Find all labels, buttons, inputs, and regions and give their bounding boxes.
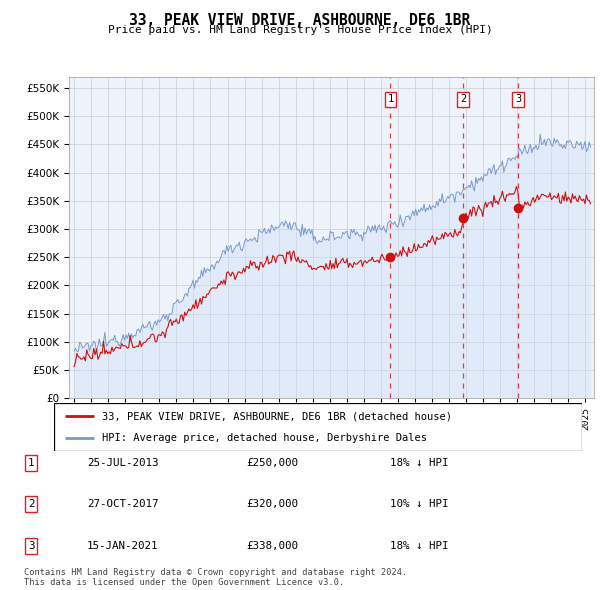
FancyBboxPatch shape	[54, 403, 582, 451]
Text: 3: 3	[515, 94, 521, 104]
Text: 10% ↓ HPI: 10% ↓ HPI	[390, 500, 449, 509]
Text: 3: 3	[28, 541, 34, 550]
Text: Contains HM Land Registry data © Crown copyright and database right 2024.
This d: Contains HM Land Registry data © Crown c…	[24, 568, 407, 587]
Text: 33, PEAK VIEW DRIVE, ASHBOURNE, DE6 1BR (detached house): 33, PEAK VIEW DRIVE, ASHBOURNE, DE6 1BR …	[101, 411, 452, 421]
Text: 33, PEAK VIEW DRIVE, ASHBOURNE, DE6 1BR: 33, PEAK VIEW DRIVE, ASHBOURNE, DE6 1BR	[130, 13, 470, 28]
Text: £250,000: £250,000	[246, 458, 298, 468]
Text: Price paid vs. HM Land Registry's House Price Index (HPI): Price paid vs. HM Land Registry's House …	[107, 25, 493, 35]
Text: HPI: Average price, detached house, Derbyshire Dales: HPI: Average price, detached house, Derb…	[101, 433, 427, 443]
Text: £338,000: £338,000	[246, 541, 298, 550]
Text: 25-JUL-2013: 25-JUL-2013	[87, 458, 158, 468]
Text: 18% ↓ HPI: 18% ↓ HPI	[390, 458, 449, 468]
Text: 27-OCT-2017: 27-OCT-2017	[87, 500, 158, 509]
Text: 15-JAN-2021: 15-JAN-2021	[87, 541, 158, 550]
Text: 18% ↓ HPI: 18% ↓ HPI	[390, 541, 449, 550]
Text: £320,000: £320,000	[246, 500, 298, 509]
Text: 2: 2	[28, 500, 34, 509]
Text: 1: 1	[28, 458, 34, 468]
Text: 1: 1	[388, 94, 394, 104]
Text: 2: 2	[460, 94, 466, 104]
